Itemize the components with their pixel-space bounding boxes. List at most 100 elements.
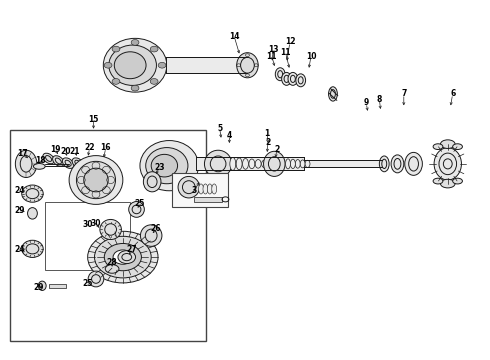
Ellipse shape xyxy=(112,78,120,84)
Ellipse shape xyxy=(264,151,285,176)
Ellipse shape xyxy=(103,39,167,92)
Ellipse shape xyxy=(288,72,298,85)
Ellipse shape xyxy=(27,208,37,219)
Text: 16: 16 xyxy=(100,143,111,152)
Ellipse shape xyxy=(43,153,54,164)
Bar xyxy=(166,57,247,73)
Ellipse shape xyxy=(118,251,136,264)
Text: 2: 2 xyxy=(266,138,270,147)
Text: 3: 3 xyxy=(191,186,196,195)
Ellipse shape xyxy=(52,156,64,166)
Ellipse shape xyxy=(300,160,305,168)
Ellipse shape xyxy=(76,161,116,199)
Ellipse shape xyxy=(72,158,84,168)
Bar xyxy=(194,197,222,202)
Ellipse shape xyxy=(249,159,255,169)
Ellipse shape xyxy=(453,178,463,184)
Ellipse shape xyxy=(113,250,133,264)
Text: 23: 23 xyxy=(154,163,165,172)
Text: 29: 29 xyxy=(14,206,24,215)
Text: 24: 24 xyxy=(14,246,24,255)
Ellipse shape xyxy=(84,168,108,192)
Ellipse shape xyxy=(146,148,188,184)
Ellipse shape xyxy=(433,144,443,149)
Ellipse shape xyxy=(95,236,151,278)
Ellipse shape xyxy=(204,150,232,177)
Text: 8: 8 xyxy=(377,95,382,104)
Text: 27: 27 xyxy=(126,246,137,255)
Ellipse shape xyxy=(237,53,258,78)
Ellipse shape xyxy=(275,68,285,81)
Text: 24: 24 xyxy=(14,186,24,195)
Ellipse shape xyxy=(131,85,139,91)
Ellipse shape xyxy=(105,265,119,273)
Ellipse shape xyxy=(291,159,295,168)
Text: 11: 11 xyxy=(280,48,291,57)
Ellipse shape xyxy=(243,158,248,169)
Text: 11: 11 xyxy=(267,52,277,61)
Ellipse shape xyxy=(158,62,166,68)
Text: 12: 12 xyxy=(285,37,295,46)
Ellipse shape xyxy=(33,163,45,169)
Ellipse shape xyxy=(268,161,274,167)
Text: 7: 7 xyxy=(401,89,407,98)
Ellipse shape xyxy=(433,178,443,184)
Text: 26: 26 xyxy=(151,224,161,233)
Text: 25: 25 xyxy=(135,199,145,208)
Ellipse shape xyxy=(151,154,177,177)
Ellipse shape xyxy=(203,184,208,194)
Ellipse shape xyxy=(453,144,463,149)
Ellipse shape xyxy=(114,52,146,79)
Text: 21: 21 xyxy=(70,147,80,156)
Text: 2: 2 xyxy=(274,145,279,154)
Ellipse shape xyxy=(212,184,217,194)
Text: 17: 17 xyxy=(17,149,28,158)
Text: 20: 20 xyxy=(60,147,71,156)
Ellipse shape xyxy=(22,185,43,202)
Text: 9: 9 xyxy=(364,98,369,107)
Ellipse shape xyxy=(198,184,203,194)
Bar xyxy=(49,284,66,288)
Ellipse shape xyxy=(295,159,300,168)
Text: 25: 25 xyxy=(82,279,93,288)
Ellipse shape xyxy=(329,87,337,101)
Ellipse shape xyxy=(131,40,139,45)
Ellipse shape xyxy=(441,179,455,188)
Ellipse shape xyxy=(141,225,162,246)
Ellipse shape xyxy=(441,140,455,148)
Text: 28: 28 xyxy=(107,258,118,267)
Ellipse shape xyxy=(405,152,422,175)
Text: 13: 13 xyxy=(268,45,279,54)
Ellipse shape xyxy=(88,271,104,287)
Ellipse shape xyxy=(104,243,142,271)
Ellipse shape xyxy=(391,155,404,173)
Text: 22: 22 xyxy=(84,143,95,152)
Ellipse shape xyxy=(305,160,310,167)
Bar xyxy=(10,130,206,341)
Ellipse shape xyxy=(62,158,74,168)
Ellipse shape xyxy=(150,46,158,52)
Ellipse shape xyxy=(230,157,236,170)
Ellipse shape xyxy=(104,62,112,68)
Ellipse shape xyxy=(236,158,242,170)
Ellipse shape xyxy=(434,148,462,180)
Text: 29: 29 xyxy=(33,283,44,292)
Ellipse shape xyxy=(286,159,291,169)
Bar xyxy=(172,173,228,207)
Text: 4: 4 xyxy=(227,131,232,140)
Text: 30: 30 xyxy=(91,219,101,228)
Bar xyxy=(196,157,304,170)
Text: 18: 18 xyxy=(35,156,46,165)
Ellipse shape xyxy=(379,156,389,172)
Ellipse shape xyxy=(207,184,212,194)
Text: 6: 6 xyxy=(450,89,455,98)
Ellipse shape xyxy=(112,46,120,52)
Bar xyxy=(45,202,130,270)
Ellipse shape xyxy=(129,202,145,217)
Ellipse shape xyxy=(255,159,261,168)
Ellipse shape xyxy=(178,176,199,198)
Bar xyxy=(304,160,382,167)
Ellipse shape xyxy=(109,45,156,85)
Ellipse shape xyxy=(150,78,158,84)
Ellipse shape xyxy=(296,74,306,87)
